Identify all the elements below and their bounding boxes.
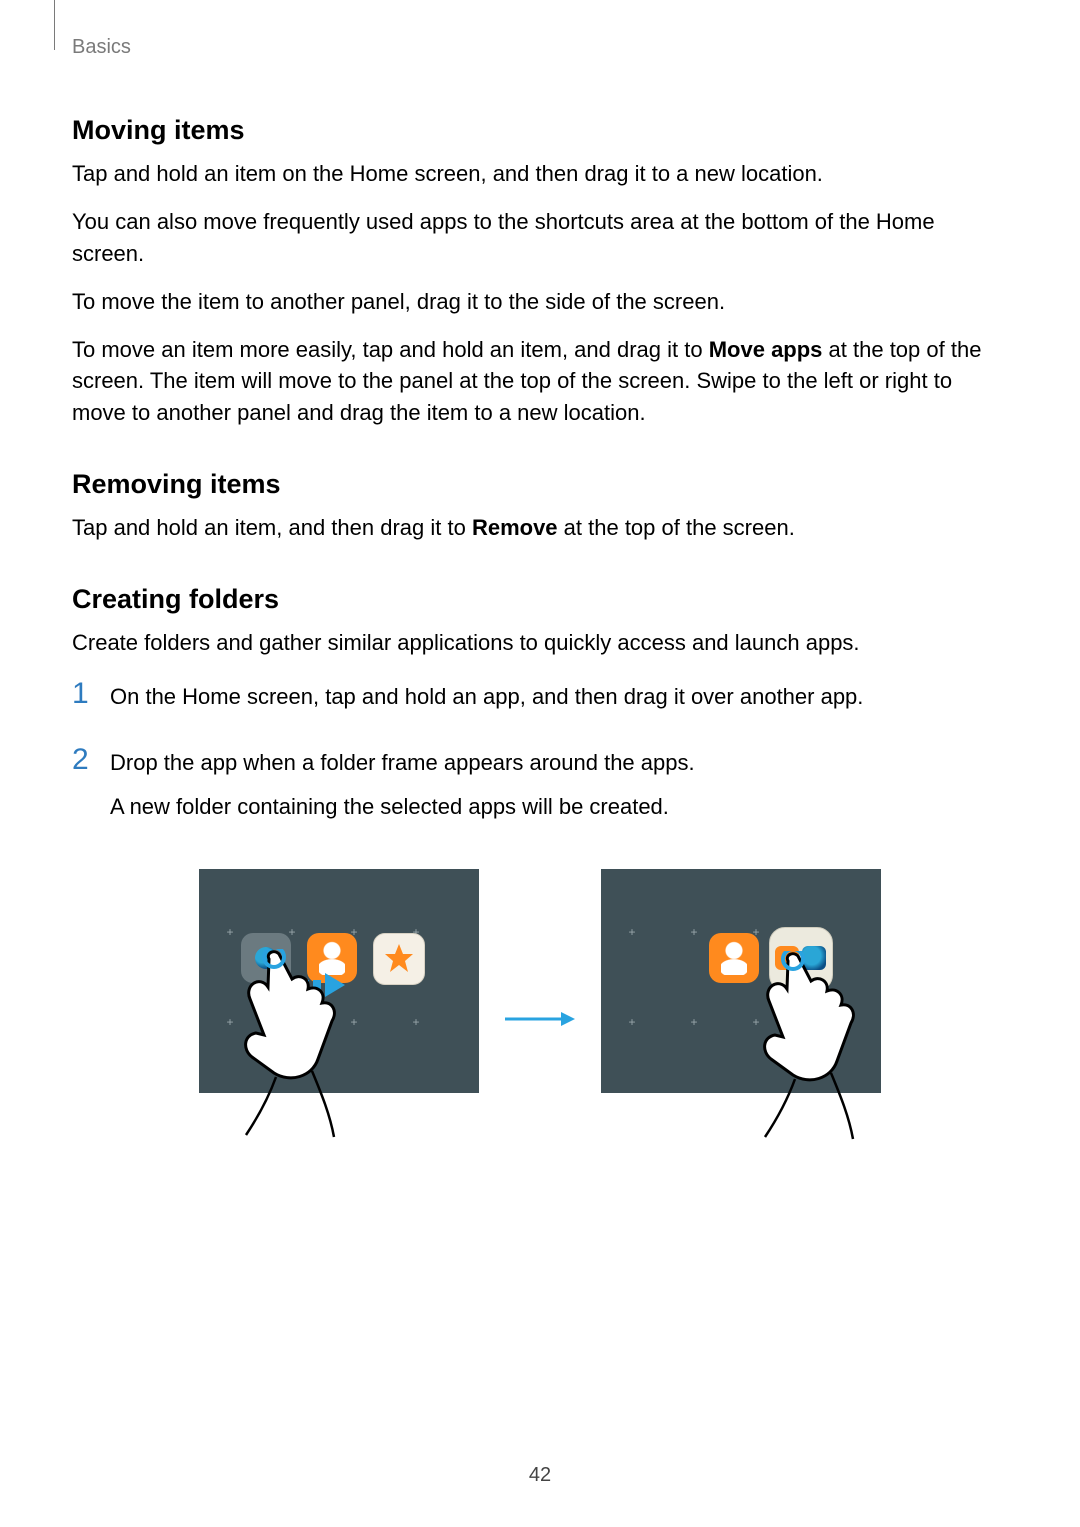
grid-plus-icon: + xyxy=(627,1017,637,1027)
grid-plus-icon: + xyxy=(287,927,297,937)
heading-creating-folders: Creating folders xyxy=(72,584,1008,615)
grid-plus-icon: + xyxy=(627,927,637,937)
step-2: 2 Drop the app when a folder frame appea… xyxy=(72,743,1008,835)
app-icon-contacts xyxy=(709,933,759,983)
figure-before-panel: + + + + + + + xyxy=(199,869,479,1169)
grid-plus-icon: + xyxy=(225,927,235,937)
grid-plus-icon: + xyxy=(689,1017,699,1027)
hand-pointer-icon xyxy=(753,951,903,1141)
step-1-number: 1 xyxy=(72,677,110,710)
step-2-text-b: A new folder containing the selected app… xyxy=(110,791,1008,823)
removing-p1a: Tap and hold an item, and then drag it t… xyxy=(72,515,472,540)
step-1: 1 On the Home screen, tap and hold an ap… xyxy=(72,677,1008,725)
breadcrumb: Basics xyxy=(72,36,1008,59)
moving-p4-bold: Move apps xyxy=(709,337,823,362)
grid-plus-icon: + xyxy=(689,927,699,937)
grid-plus-icon: + xyxy=(411,1017,421,1027)
moving-p1: Tap and hold an item on the Home screen,… xyxy=(72,158,1008,190)
hand-pointer-icon xyxy=(234,949,384,1139)
moving-p4: To move an item more easily, tap and hol… xyxy=(72,334,1008,430)
step-1-text: On the Home screen, tap and hold an app,… xyxy=(110,681,1008,713)
moving-p4a: To move an item more easily, tap and hol… xyxy=(72,337,709,362)
creating-p1: Create folders and gather similar applic… xyxy=(72,627,1008,659)
transition-arrow-icon xyxy=(505,1010,575,1028)
removing-p1b: at the top of the screen. xyxy=(558,515,795,540)
step-2-text-a: Drop the app when a folder frame appears… xyxy=(110,747,1008,779)
star-icon xyxy=(380,940,418,978)
moving-p2: You can also move frequently used apps t… xyxy=(72,206,1008,270)
heading-moving-items: Moving items xyxy=(72,115,1008,146)
page-number: 42 xyxy=(0,1464,1080,1487)
folder-creation-figure: + + + + + + + xyxy=(72,869,1008,1169)
heading-removing-items: Removing items xyxy=(72,469,1008,500)
step-2-number: 2 xyxy=(72,743,110,776)
removing-p1-bold: Remove xyxy=(472,515,558,540)
removing-p1: Tap and hold an item, and then drag it t… xyxy=(72,512,1008,544)
header-tab-mark xyxy=(48,0,55,50)
figure-after-panel: + + + + + + + xyxy=(601,869,881,1169)
moving-p3: To move the item to another panel, drag … xyxy=(72,286,1008,318)
manual-page: Basics Moving items Tap and hold an item… xyxy=(0,0,1080,1527)
